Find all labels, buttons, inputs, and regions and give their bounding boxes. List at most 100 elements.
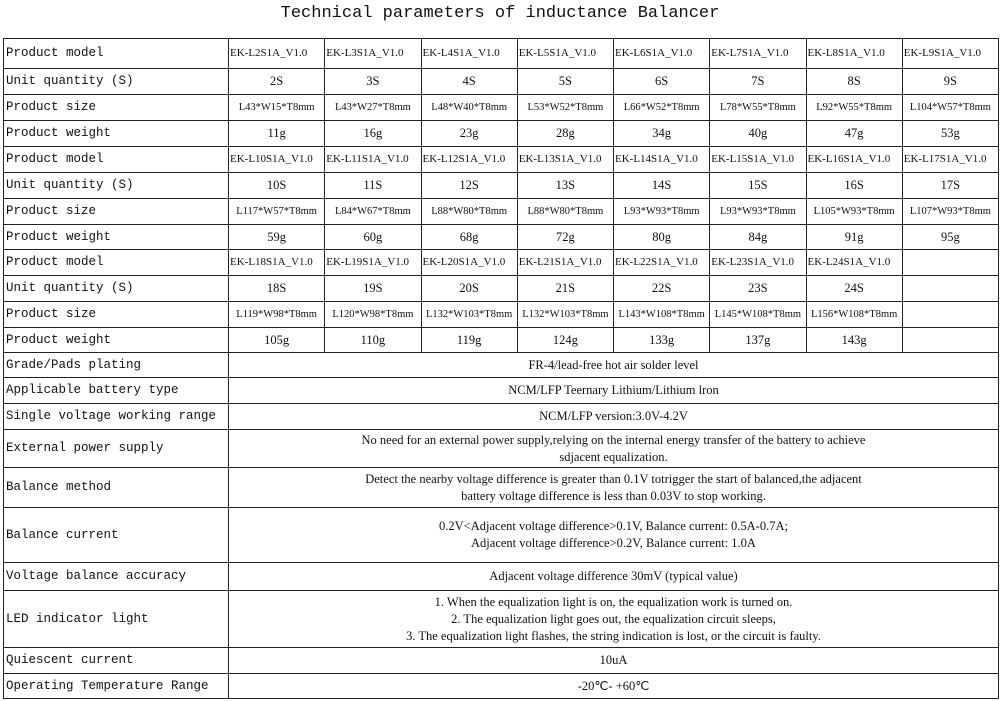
product-size-cell: L93*W93*T8mm [709,198,807,225]
product-weight-cell: 68g [420,224,518,250]
product-quantity-cell: 22S [612,275,711,302]
product-quantity-cell: 20S [420,275,518,302]
product-size-cell: L43*W15*T8mm [227,94,326,121]
spec-value-line: -20℃- +60℃ [577,678,650,693]
product-size-row: Product size L117*W57*T8mm L84*W67*T8mm L88… [3,198,1000,225]
product-quantity-cell: 12S [420,172,518,199]
spec-row: Balance current 0.2V<Adjacent voltage dif… [3,507,999,563]
product-quantity-cell: 2S [227,68,326,95]
product-model-cell: EK-L16S1A_V1.0 [805,146,903,173]
product-weight-cell: 23g [420,120,518,147]
product-quantity-cell: 17S [901,172,1000,199]
product-weight-cell [901,327,1000,353]
product-size-cell: L107*W93*T8mm [901,198,1000,225]
product-size-cell: L66*W52*T8mm [612,94,711,121]
row-label: Product weight [3,327,229,353]
product-quantity-cell: 13S [516,172,615,199]
product-weight-cell: 34g [612,120,711,147]
product-weight-row: Product weight 11g 16g 23g 28g 34g 40g 47g 53g [3,120,1000,147]
product-weight-cell: 47g [805,120,903,147]
row-label: Unit quantity (S) [3,68,229,95]
product-quantity-row: Unit quantity (S) 18S 19S 20S 21S 22S 23S 24S [3,275,1000,302]
spec-label: Grade/Pads plating [3,352,229,378]
product-quantity-cell: 21S [516,275,615,302]
spec-value: Detect the nearby voltage difference is … [228,467,999,508]
row-label: Product weight [3,120,229,147]
product-quantity-cell [901,275,1000,302]
product-size-cell: L145*W108*T8mm [709,301,807,328]
product-quantity-cell: 4S [420,68,518,95]
spec-value: FR-4/lead-free hot air solder level [228,352,999,378]
spec-value-line: 10uA [599,653,628,667]
row-label: Product size [3,301,229,328]
spec-value: NCM/LFP Teernary Lithium/Lithium lron [228,377,999,404]
spec-value-line: 0.2V<Adjacent voltage difference>0.1V, B… [439,519,788,533]
spec-value-line: 1. When the equalization light is on, th… [434,594,793,609]
parameters-table: Product model EK-L2S1A_V1.0 EK-L3S1A_V1.0 E… [3,38,1000,699]
product-size-cell: L117*W57*T8mm [227,198,326,225]
spec-label: Balance method [3,467,229,508]
spec-row: Grade/Pads plating FR-4/lead-free hot air… [3,352,999,378]
product-model-cell: EK-L7S1A_V1.0 [709,38,807,69]
product-model-cell: EK-L13S1A_V1.0 [516,146,615,173]
product-weight-cell: 80g [612,224,711,250]
product-weight-row: Product weight 105g 110g 119g 124g 133g 137g 14… [3,327,1000,353]
product-weight-cell: 16g [324,120,422,147]
product-size-cell: L120*W98*T8mm [324,301,422,328]
spec-row: LED indicator light 1. When the equalizat… [3,590,999,648]
spec-value-line: battery voltage difference is less than … [461,488,766,503]
product-weight-cell: 105g [227,327,326,353]
spec-value: 1. When the equalization light is on, th… [228,590,999,648]
product-size-cell: L156*W108*T8mm [805,301,903,328]
product-weight-cell: 137g [709,327,807,353]
product-model-cell: EK-L5S1A_V1.0 [516,38,615,69]
product-model-row: Product model EK-L2S1A_V1.0 EK-L3S1A_V1.0 E… [3,38,1000,69]
spec-value: 10uA [228,647,999,674]
product-model-cell: EK-L15S1A_V1.0 [709,146,807,173]
product-model-cell: EK-L21S1A_V1.0 [516,249,615,276]
product-quantity-cell: 5S [516,68,615,95]
product-model-cell: EK-L14S1A_V1.0 [612,146,711,173]
product-quantity-cell: 3S [324,68,422,95]
product-size-cell: L88*W80*T8mm [516,198,615,225]
spec-value: Adjacent voltage difference 30mV (typica… [228,562,999,591]
spec-value: 0.2V<Adjacent voltage difference>0.1V, B… [228,507,999,563]
product-quantity-cell: 23S [709,275,807,302]
product-size-cell: L132*W103*T8mm [516,301,615,328]
product-quantity-cell: 10S [227,172,326,199]
spec-label: LED indicator light [3,590,229,648]
row-label: Product weight [3,224,229,250]
product-size-row: Product size L43*W15*T8mm L43*W27*T8mm L48*… [3,94,1000,121]
product-model-cell: EK-L10S1A_V1.0 [227,146,326,173]
spec-value: No need for an external power supply,rel… [228,429,999,468]
spec-row: Operating Temperature Range -20℃- +60℃ [3,673,999,699]
product-model-cell: EK-L12S1A_V1.0 [420,146,518,173]
product-weight-cell: 59g [227,224,326,250]
row-label: Product size [3,198,229,225]
product-size-cell: L119*W98*T8mm [227,301,326,328]
row-label: Unit quantity (S) [3,275,229,302]
product-model-cell: EK-L6S1A_V1.0 [612,38,711,69]
row-label: Product model [3,146,229,173]
product-weight-row: Product weight 59g 60g 68g 72g 80g 84g 91g 95g [3,224,1000,250]
product-weight-cell: 11g [227,120,326,147]
product-size-row: Product size L119*W98*T8mm L120*W98*T8mm L1… [3,301,1000,328]
product-model-cell: EK-L20S1A_V1.0 [420,249,518,276]
product-model-cell: EK-L4S1A_V1.0 [420,38,518,69]
spec-label: Single voltage working range [3,403,229,430]
product-size-cell: L143*W108*T8mm [612,301,711,328]
product-quantity-row: Unit quantity (S) 2S 3S 4S 5S 6S 7S 8S 9S [3,68,1000,95]
spec-label: Operating Temperature Range [3,673,229,699]
spec-row: Voltage balance accuracy Adjacent voltage… [3,562,999,591]
product-weight-cell: 95g [901,224,1000,250]
product-weight-cell: 119g [420,327,518,353]
product-model-row: Product model EK-L18S1A_V1.0 EK-L19S1A_V1.… [3,249,1000,276]
product-size-cell: L43*W27*T8mm [324,94,422,121]
product-weight-cell: 28g [516,120,615,147]
product-size-cell: L53*W52*T8mm [516,94,615,121]
product-quantity-cell: 7S [709,68,807,95]
product-size-cell [901,301,1000,328]
spec-row: Quiescent current 10uA [3,647,999,674]
product-model-cell: EK-L18S1A_V1.0 [227,249,326,276]
product-weight-cell: 124g [516,327,615,353]
